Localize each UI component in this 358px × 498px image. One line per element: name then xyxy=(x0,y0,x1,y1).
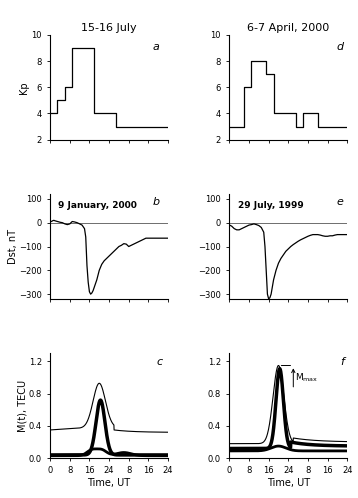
Text: c: c xyxy=(156,357,162,367)
Text: e: e xyxy=(337,197,344,207)
Text: M$_{\mathregular{max}}$: M$_{\mathregular{max}}$ xyxy=(295,372,318,384)
Text: a: a xyxy=(153,42,160,52)
X-axis label: Time, UT: Time, UT xyxy=(267,478,310,488)
Y-axis label: Dst, nT: Dst, nT xyxy=(8,229,18,264)
Title: 6-7 April, 2000: 6-7 April, 2000 xyxy=(247,23,329,33)
Text: b: b xyxy=(153,197,160,207)
Text: 9 January, 2000: 9 January, 2000 xyxy=(58,202,137,211)
Text: d: d xyxy=(337,42,344,52)
Y-axis label: M(t), TECU: M(t), TECU xyxy=(17,379,27,432)
X-axis label: Time, UT: Time, UT xyxy=(87,478,131,488)
Y-axis label: Kp: Kp xyxy=(19,81,29,94)
Text: 29 July, 1999: 29 July, 1999 xyxy=(238,202,303,211)
Title: 15-16 July: 15-16 July xyxy=(81,23,137,33)
Text: f: f xyxy=(340,357,344,367)
